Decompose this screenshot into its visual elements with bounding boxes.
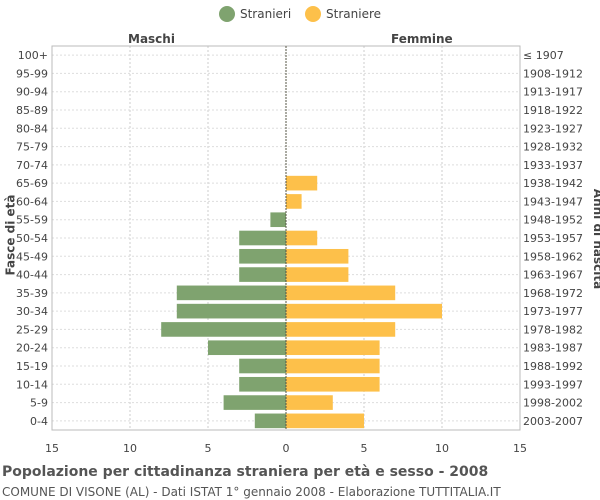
legend: Stranieri Straniere (0, 6, 600, 25)
birth-year-label: 1988-1992 (523, 360, 583, 373)
birth-year-label: 1953-1957 (523, 232, 583, 245)
males-swatch-icon (218, 6, 235, 22)
birth-year-label: 1963-1967 (523, 269, 583, 282)
bar-males-20-24 (208, 340, 286, 356)
birth-year-label: 1933-1937 (523, 159, 583, 172)
females-header: Femmine (391, 32, 453, 46)
bar-females-30-34 (286, 303, 442, 319)
birth-year-label: 2003-2007 (523, 415, 583, 428)
x-tick-label: 10 (123, 442, 137, 455)
age-group-label: 15-19 (16, 360, 48, 373)
bar-males-50-54 (239, 230, 286, 246)
birth-year-label: 1943-1947 (523, 195, 583, 208)
birth-year-label: 1948-1952 (523, 214, 583, 227)
age-group-label: 0-4 (30, 415, 48, 428)
bar-males-35-39 (176, 285, 286, 301)
age-group-label: 85-89 (16, 104, 48, 117)
bar-females-45-49 (286, 248, 349, 264)
birth-year-label: 1978-1982 (523, 323, 583, 336)
x-tick-label: 15 (45, 442, 59, 455)
x-tick-label: 15 (513, 442, 527, 455)
birth-year-label: ≤ 1907 (523, 49, 564, 62)
birth-year-label: 1923-1927 (523, 122, 583, 135)
bar-females-15-19 (286, 358, 380, 374)
age-group-label: 5-9 (30, 397, 48, 410)
birth-year-label: 1993-1997 (523, 378, 583, 391)
age-group-label: 10-14 (16, 378, 48, 391)
bar-females-0-4 (286, 413, 364, 429)
age-group-label: 95-99 (16, 67, 48, 80)
age-group-label: 40-44 (16, 269, 48, 282)
males-header: Maschi (128, 32, 175, 46)
birth-year-label: 1908-1912 (523, 67, 583, 80)
bar-females-40-44 (286, 267, 349, 282)
age-group-label: 100+ (18, 49, 48, 62)
legend-label-males: Stranieri (239, 7, 292, 21)
chart-title: Popolazione per cittadinanza straniera p… (2, 464, 489, 480)
age-group-label: 60-64 (16, 195, 48, 208)
legend-item-males: Stranieri (218, 6, 292, 22)
x-tick-label: 10 (435, 442, 449, 455)
bar-females-50-54 (286, 230, 318, 246)
birth-year-label: 1973-1977 (523, 305, 583, 318)
age-group-label: 80-84 (16, 122, 48, 135)
age-group-label: 75-79 (16, 141, 48, 154)
birth-year-label: 1918-1922 (523, 104, 583, 117)
legend-label-females: Straniere (326, 7, 381, 21)
birth-year-label: 1968-1972 (523, 287, 583, 300)
age-group-label: 90-94 (16, 86, 48, 99)
bar-males-15-19 (239, 358, 286, 374)
age-group-label: 30-34 (16, 305, 48, 318)
age-group-label: 25-29 (16, 323, 48, 336)
birth-year-label: 1938-1942 (523, 177, 583, 190)
bar-males-40-44 (239, 267, 286, 282)
birth-year-label: 1958-1962 (523, 250, 583, 263)
age-group-label: 55-59 (16, 214, 48, 227)
age-group-label: 45-49 (16, 250, 48, 263)
age-group-label: 50-54 (16, 232, 48, 245)
bar-females-65-69 (286, 175, 318, 191)
age-group-label: 35-39 (16, 287, 48, 300)
x-tick-label: 5 (361, 442, 368, 455)
bar-females-60-64 (286, 194, 302, 209)
bar-females-35-39 (286, 285, 396, 301)
legend-item-females: Straniere (305, 6, 381, 22)
bar-males-55-59 (270, 212, 286, 228)
birth-year-label: 1913-1917 (523, 86, 583, 99)
females-swatch-icon (305, 6, 322, 22)
birth-year-label: 1998-2002 (523, 397, 583, 410)
bar-females-10-14 (286, 376, 380, 392)
birth-year-label: 1928-1932 (523, 141, 583, 154)
age-group-label: 70-74 (16, 159, 48, 172)
age-group-label: 65-69 (16, 177, 48, 190)
bar-females-25-29 (286, 322, 396, 337)
age-group-label: 20-24 (16, 342, 48, 355)
bar-males-30-34 (176, 303, 286, 319)
birth-year-label: 1983-1987 (523, 342, 583, 355)
bar-females-5-9 (286, 395, 333, 410)
bar-males-25-29 (161, 322, 286, 337)
bar-males-0-4 (254, 413, 286, 429)
x-tick-label: 5 (205, 442, 212, 455)
bar-females-20-24 (286, 340, 380, 356)
bar-males-5-9 (223, 395, 286, 410)
chart-subtitle: COMUNE DI VISONE (AL) - Dati ISTAT 1° ge… (2, 485, 501, 499)
x-tick-label: 0 (283, 442, 290, 455)
bar-males-45-49 (239, 248, 286, 264)
bar-males-10-14 (239, 376, 286, 392)
